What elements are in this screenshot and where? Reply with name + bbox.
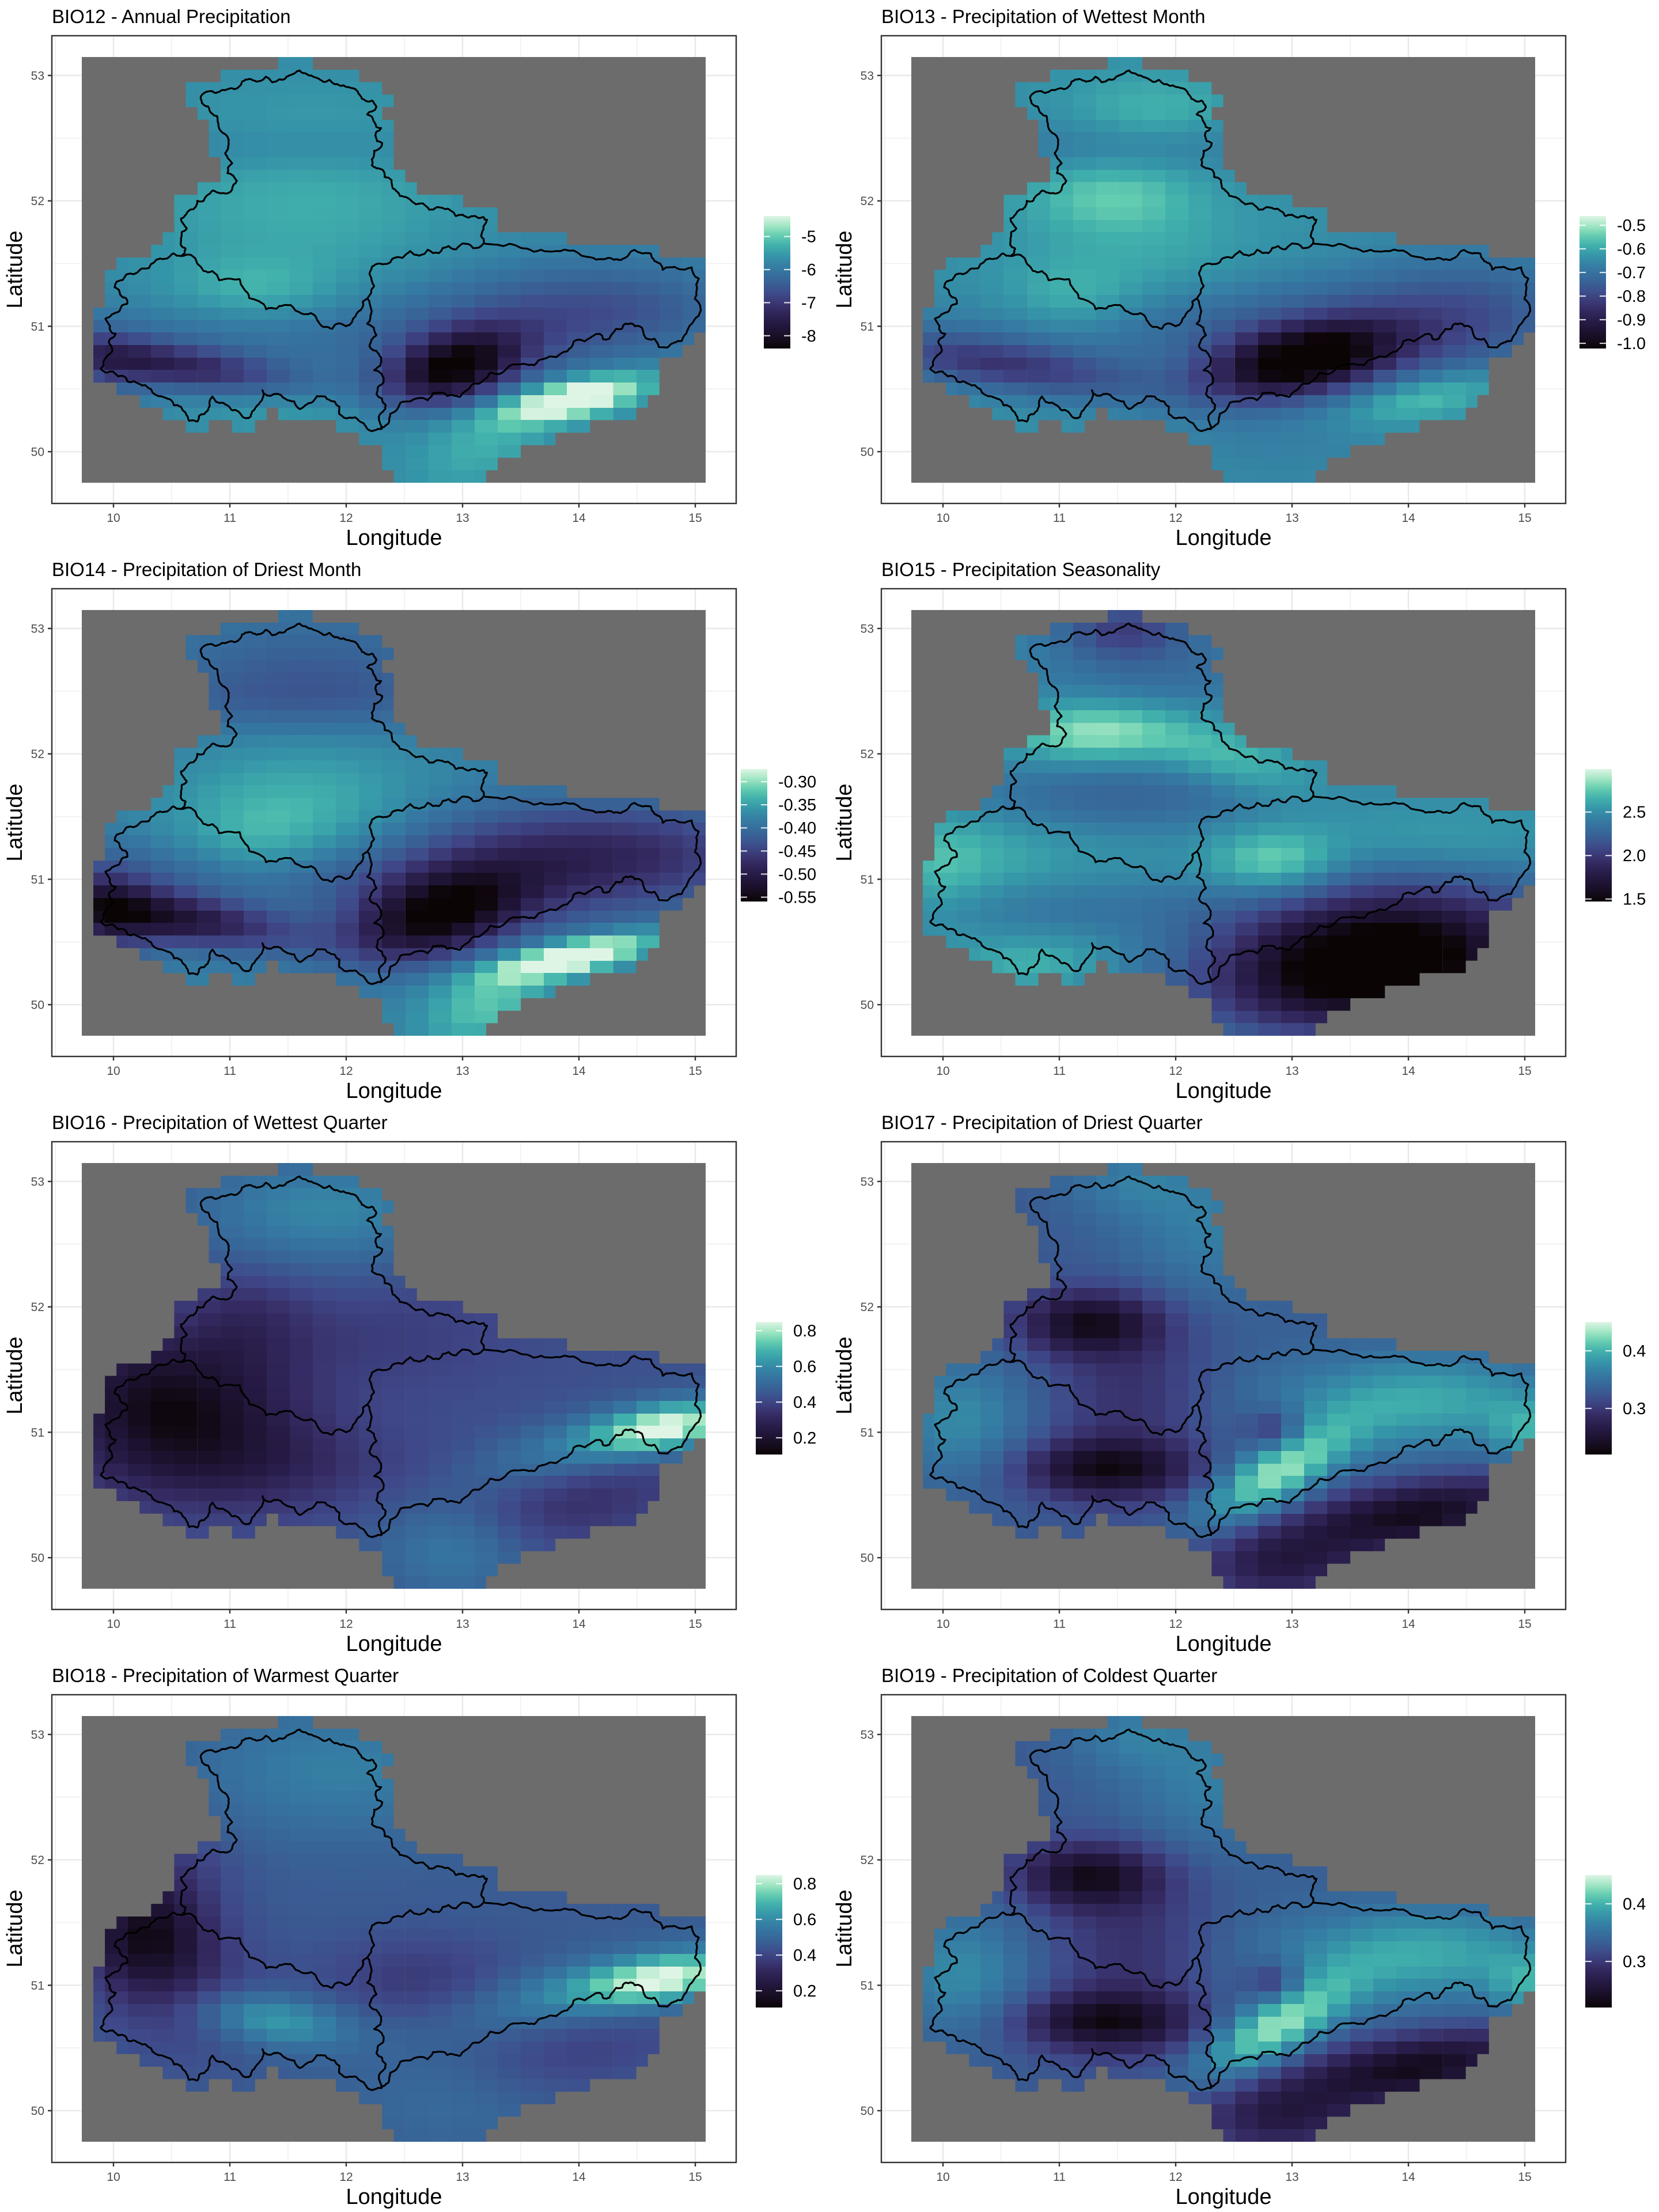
svg-text:-0.40: -0.40 [778,819,816,838]
svg-text:BIO14 - Precipitation of Dries: BIO14 - Precipitation of Driest Month [52,559,361,580]
svg-text:-7: -7 [801,294,816,312]
svg-text:-0.7: -0.7 [1617,264,1646,282]
svg-text:BIO15 - Precipitation Seasonal: BIO15 - Precipitation Seasonality [881,559,1161,580]
svg-text:BIO13 - Precipitation of Wette: BIO13 - Precipitation of Wettest Month [881,6,1205,27]
svg-text:-0.30: -0.30 [778,773,816,791]
svg-text:0.6: 0.6 [793,1358,816,1376]
svg-text:-0.35: -0.35 [778,796,816,815]
svg-text:-0.8: -0.8 [1617,287,1646,306]
svg-text:0.4: 0.4 [1623,1342,1646,1361]
svg-text:BIO12 - Annual Precipitation: BIO12 - Annual Precipitation [52,6,291,27]
svg-text:BIO17 - Precipitation of Dries: BIO17 - Precipitation of Driest Quarter [881,1112,1203,1133]
svg-text:BIO16 - Precipitation of Wette: BIO16 - Precipitation of Wettest Quarter [52,1112,388,1133]
svg-text:0.2: 0.2 [793,1429,816,1448]
svg-text:0.8: 0.8 [793,1875,816,1893]
svg-text:-8: -8 [801,327,816,346]
svg-text:0.6: 0.6 [793,1911,816,1929]
svg-text:0.3: 0.3 [1623,1400,1646,1418]
svg-text:0.4: 0.4 [1623,1895,1646,1914]
svg-text:BIO18 - Precipitation of Warme: BIO18 - Precipitation of Warmest Quarter [52,1665,399,1686]
svg-text:-0.50: -0.50 [778,865,816,884]
svg-text:-1.0: -1.0 [1617,335,1646,353]
svg-text:1.5: 1.5 [1623,891,1646,909]
svg-text:BIO19 - Precipitation of Colde: BIO19 - Precipitation of Coldest Quarter [881,1665,1217,1686]
svg-text:-5: -5 [801,228,816,247]
svg-text:0.4: 0.4 [793,1946,816,1965]
svg-text:-0.55: -0.55 [778,889,816,907]
svg-text:-6: -6 [801,261,816,279]
svg-text:-0.6: -0.6 [1617,240,1646,259]
svg-text:2.5: 2.5 [1623,804,1646,822]
svg-text:-0.5: -0.5 [1617,217,1646,235]
svg-text:2.0: 2.0 [1623,847,1646,865]
svg-text:-0.45: -0.45 [778,842,816,861]
svg-text:0.3: 0.3 [1623,1953,1646,1971]
svg-text:-0.9: -0.9 [1617,311,1646,329]
svg-text:0.2: 0.2 [793,1982,816,2001]
svg-text:0.8: 0.8 [793,1322,816,1340]
svg-text:0.4: 0.4 [793,1393,816,1412]
